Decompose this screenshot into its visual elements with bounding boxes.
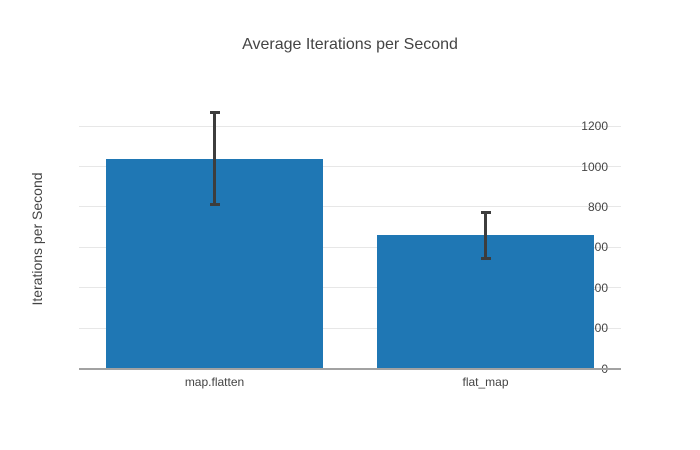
y-axis-title: Iterations per Second bbox=[29, 172, 45, 306]
error-bar-cap-top-flat_map bbox=[480, 211, 491, 214]
gridline-400 bbox=[79, 287, 621, 289]
y-tick-label-1200: 1200 bbox=[581, 119, 608, 134]
gridline-600 bbox=[79, 246, 621, 248]
error-bar-line-flat_map bbox=[484, 212, 487, 259]
gridline-800 bbox=[79, 206, 621, 208]
error-bar-cap-top-map.flatten bbox=[209, 111, 220, 114]
error-bar-line-map.flatten bbox=[213, 112, 216, 205]
x-tick-label-map.flatten: map.flatten bbox=[184, 375, 245, 389]
x-tick-label-flat_map: flat_map bbox=[462, 375, 509, 389]
y-tick-label-1000: 1000 bbox=[581, 159, 608, 174]
error-bar-cap-bottom-flat_map bbox=[480, 257, 491, 260]
gridline-1200 bbox=[79, 125, 621, 127]
gridline-1000 bbox=[79, 166, 621, 168]
error-bar-cap-bottom-map.flatten bbox=[209, 203, 220, 206]
y-tick-label-800: 800 bbox=[587, 199, 608, 214]
gridline-200 bbox=[79, 327, 621, 329]
x-axis-line bbox=[79, 367, 621, 370]
chart-title: Average Iterations per Second bbox=[242, 36, 458, 53]
